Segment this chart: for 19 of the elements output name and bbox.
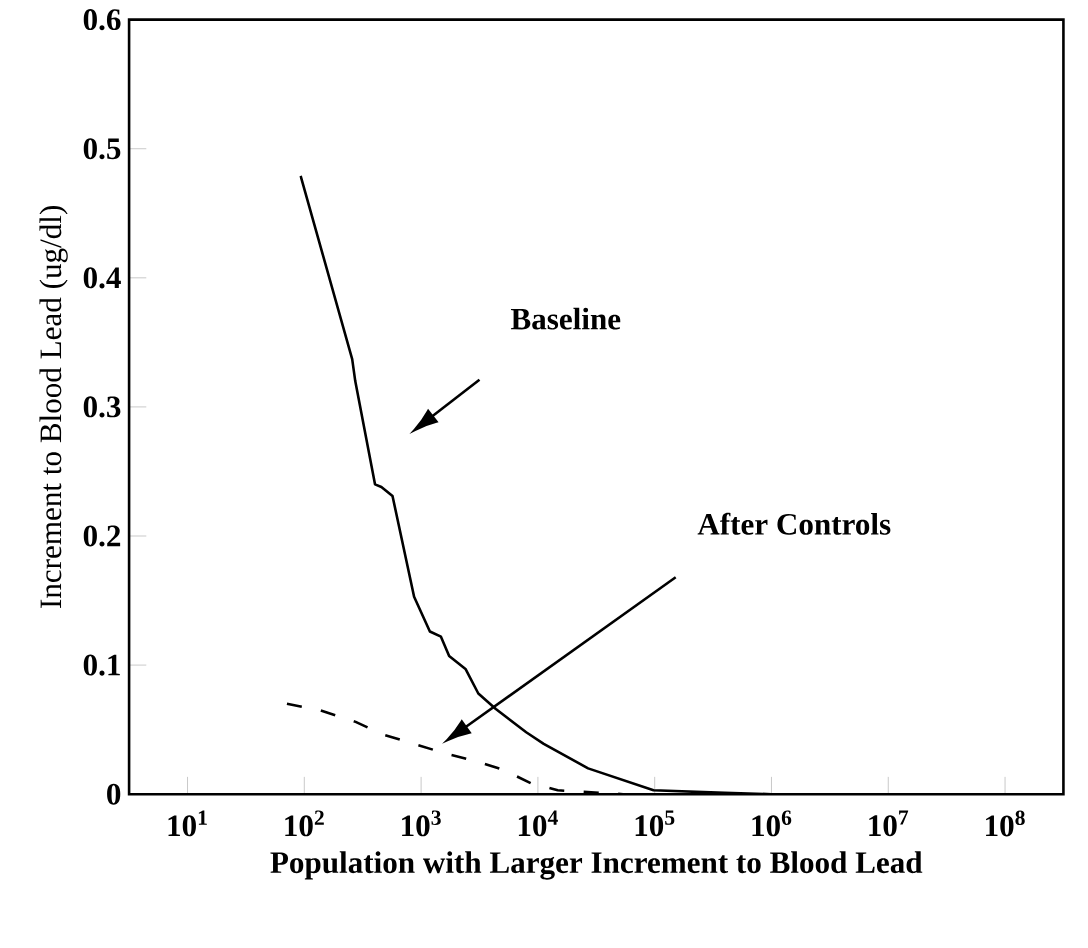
annotation: Baseline: [510, 307, 621, 330]
x-tick-label: 10$^{6}$: [752, 810, 792, 837]
x-tick-label: 10$^{4}$: [518, 810, 558, 837]
annotation: After Controls: [697, 512, 891, 535]
x-tick-label: 10$^{5}$: [635, 810, 675, 837]
y-tick-label: 0.5: [83, 138, 121, 160]
x-tick-label: 10$^{3}$: [402, 810, 441, 837]
x-axis-title: Population with Larger Increment to Blood Lead: [270, 851, 923, 880]
y-tick-label: 0.6: [83, 9, 121, 31]
y-tick-label: 0.2: [83, 525, 121, 547]
y-axis-title: Increment to Blood Lead (ug/dl): [39, 206, 68, 609]
x-tick-label: 10$^{7}$: [869, 810, 909, 837]
y-tick-label: 0: [107, 783, 121, 805]
y-tick-label: 0.3: [83, 396, 121, 418]
x-tick-label: 10$^{1}$: [168, 810, 207, 837]
x-tick-label: 10$^{8}$: [986, 810, 1025, 837]
y-tick-label: 0.1: [83, 654, 120, 676]
x-tick-label: 10$^{2}$: [285, 810, 324, 837]
y-tick-label: 0.4: [83, 267, 121, 289]
